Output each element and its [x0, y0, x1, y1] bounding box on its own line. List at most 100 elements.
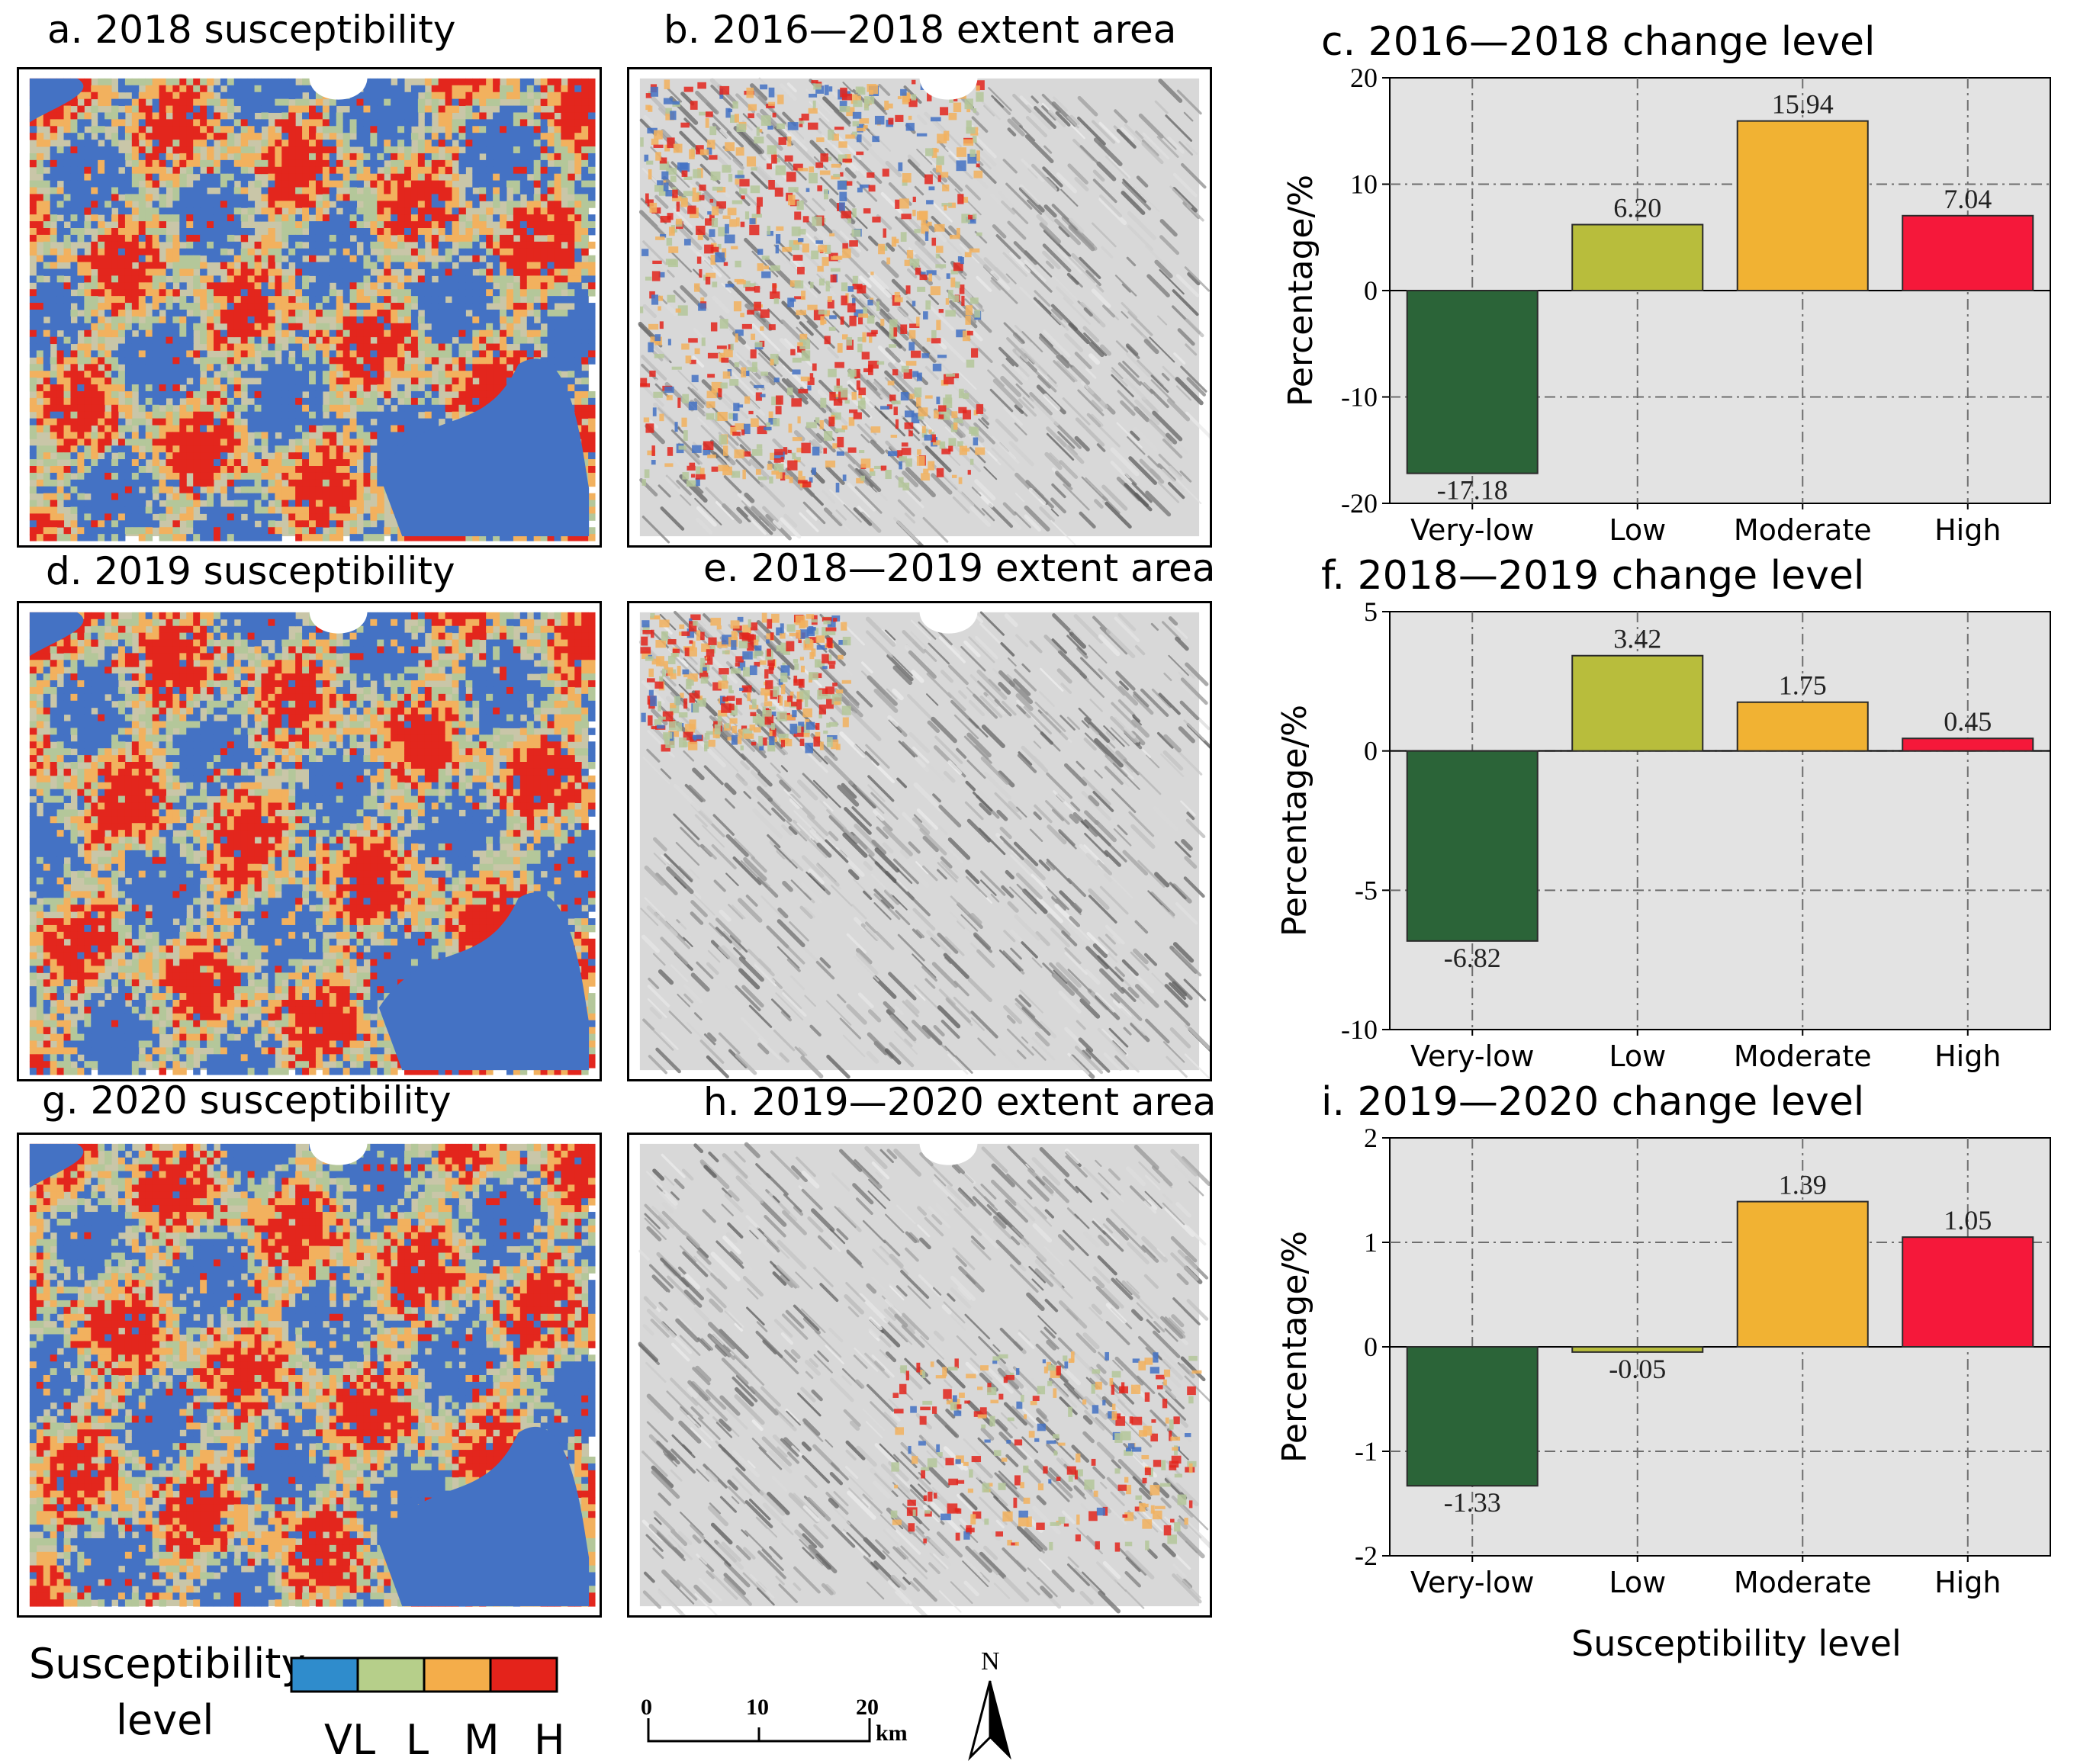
- legend-swatch-vl: [290, 1656, 359, 1693]
- susceptibility-map-2018: [17, 67, 602, 548]
- legend-code-m: M: [464, 1716, 500, 1764]
- panel-e-title: e. 2018—2019 extent area: [703, 546, 1216, 590]
- shared-x-axis-title: Susceptibility level: [1571, 1623, 1902, 1664]
- bar-high: [1902, 214, 2034, 291]
- bar-value-label: 1.39: [1779, 1170, 1827, 1200]
- bar-value-label: 1.05: [1944, 1205, 1992, 1235]
- chart-title: c. 2016—2018 change level: [1321, 19, 1875, 65]
- map-notch: [309, 603, 368, 634]
- scale-unit: km: [876, 1721, 908, 1746]
- extent-map-2016-2018: [627, 67, 1212, 548]
- north-label: N: [981, 1647, 1000, 1676]
- bar-value-label: 0.45: [1944, 706, 1992, 737]
- reservoir: [378, 892, 590, 1071]
- x-tick-label: High: [1934, 1566, 2001, 1599]
- bar-low: [1571, 654, 1704, 752]
- bar-value-label: 3.42: [1613, 624, 1661, 654]
- legend-color-ramp: [290, 1656, 558, 1693]
- y-tick-label: 10: [1350, 169, 1378, 200]
- change-level-chart-f: f. 2018—2019 change level -6.82 Very-low 3.…: [1275, 553, 2051, 1073]
- bar-value-label: -6.82: [1444, 943, 1501, 973]
- bar-value-label: -1.33: [1444, 1487, 1501, 1518]
- reservoir: [378, 1426, 590, 1607]
- chart-title: i. 2019—2020 change level: [1321, 1079, 1864, 1125]
- bar-high: [1902, 1236, 2034, 1348]
- legend-swatch-m: [423, 1656, 492, 1693]
- y-tick-label: -2: [1355, 1541, 1378, 1571]
- y-tick-label: 20: [1350, 63, 1378, 93]
- x-tick-label: Very-low: [1410, 513, 1534, 547]
- susceptibility-map-2019: [17, 601, 602, 1081]
- extent-map-2016-2018-canvas: [638, 69, 1210, 545]
- y-axis-label: Percentage/%: [1275, 1231, 1314, 1463]
- bar-value-label: 6.20: [1613, 193, 1661, 223]
- map-notch: [919, 69, 978, 100]
- legend-code-h: H: [534, 1716, 565, 1764]
- susceptibility-map-2020-canvas: [29, 1135, 596, 1607]
- bar-moderate: [1736, 701, 1869, 752]
- y-tick-label: -1: [1355, 1436, 1378, 1467]
- bar-value-label: 1.75: [1779, 670, 1827, 701]
- legend-code-vl: VL: [324, 1716, 376, 1764]
- bar-value-label: 15.94: [1772, 89, 1834, 120]
- scale-tick-0: 0: [641, 1695, 652, 1720]
- map-notch: [309, 69, 368, 100]
- bar-value-label: -0.05: [1609, 1354, 1666, 1384]
- bar-very-low: [1406, 1346, 1539, 1487]
- bar-moderate: [1736, 1200, 1869, 1348]
- panel-a-title: a. 2018 susceptibility: [47, 8, 456, 52]
- y-axis-label: Percentage/%: [1275, 705, 1314, 937]
- y-tick-label: 1: [1364, 1227, 1378, 1258]
- x-tick-label: High: [1934, 513, 2001, 547]
- y-tick-label: -10: [1341, 382, 1378, 413]
- legend-title-line2: level: [116, 1696, 214, 1744]
- susceptibility-map-2019-canvas: [29, 603, 596, 1075]
- y-tick-label: 2: [1364, 1123, 1378, 1153]
- extent-map-2019-2020: [627, 1133, 1212, 1618]
- bar-low: [1571, 1346, 1704, 1353]
- panel-b-title: b. 2016—2018 extent area: [664, 8, 1177, 52]
- x-tick-label: Moderate: [1734, 1039, 1872, 1073]
- chart-title: f. 2018—2019 change level: [1321, 553, 1864, 599]
- panel-d-title: d. 2019 susceptibility: [46, 549, 455, 593]
- change-level-chart-c: c. 2016—2018 change level -17.18 Very-low 6…: [1281, 19, 2051, 547]
- reservoir: [378, 358, 590, 537]
- bar-low: [1571, 223, 1704, 292]
- x-tick-label: Low: [1609, 1566, 1666, 1599]
- bar-high: [1902, 737, 2034, 752]
- bar-value-label: 7.04: [1944, 184, 1992, 214]
- y-tick-label: -20: [1341, 488, 1378, 519]
- legend-title-line1: Susceptibility: [29, 1640, 306, 1688]
- y-axis-label: Percentage/%: [1281, 175, 1320, 406]
- bar-value-label: -17.18: [1437, 475, 1508, 506]
- panel-h-title: h. 2019—2020 extent area: [703, 1080, 1217, 1124]
- y-tick-label: 5: [1364, 596, 1378, 627]
- susceptibility-map-2020: [17, 1133, 602, 1618]
- north-arrow-icon: [968, 1680, 1011, 1761]
- extent-map-2018-2019-canvas: [638, 603, 1210, 1079]
- x-tick-label: High: [1934, 1039, 2001, 1073]
- legend-swatch-l: [356, 1656, 426, 1693]
- x-tick-label: Low: [1609, 513, 1666, 547]
- y-tick-label: -10: [1341, 1014, 1378, 1045]
- panel-g-title: g. 2020 susceptibility: [42, 1078, 452, 1123]
- y-tick-label: 0: [1364, 1332, 1378, 1362]
- extent-map-2018-2019: [627, 601, 1212, 1081]
- bar-very-low: [1406, 750, 1539, 942]
- y-tick-label: -5: [1355, 875, 1378, 905]
- map-notch: [919, 603, 978, 634]
- change-level-chart-i: i. 2019—2020 change level -1.33 Very-low -0…: [1275, 1079, 2051, 1599]
- x-tick-label: Moderate: [1734, 1566, 1872, 1599]
- susceptibility-map-2018-canvas: [29, 69, 596, 541]
- y-tick-label: 0: [1364, 736, 1378, 766]
- scale-bar: [647, 1718, 871, 1743]
- bar-very-low: [1406, 290, 1539, 474]
- x-tick-label: Low: [1609, 1039, 1666, 1073]
- scale-tick-10: 10: [746, 1695, 769, 1720]
- map-notch: [309, 1135, 368, 1165]
- x-tick-label: Very-low: [1410, 1039, 1534, 1073]
- bar-moderate: [1736, 120, 1869, 291]
- scale-tick-20: 20: [856, 1695, 879, 1720]
- x-tick-label: Very-low: [1410, 1566, 1534, 1599]
- legend-code-l: L: [406, 1716, 429, 1764]
